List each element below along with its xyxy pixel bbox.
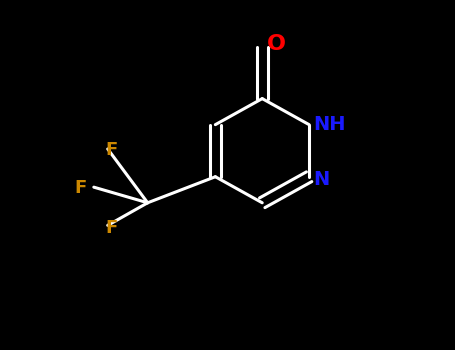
Text: O: O [267,34,286,54]
Text: F: F [105,219,117,237]
Text: NH: NH [313,115,346,134]
Text: F: F [74,179,86,197]
Text: N: N [313,170,330,189]
Text: F: F [105,141,117,159]
